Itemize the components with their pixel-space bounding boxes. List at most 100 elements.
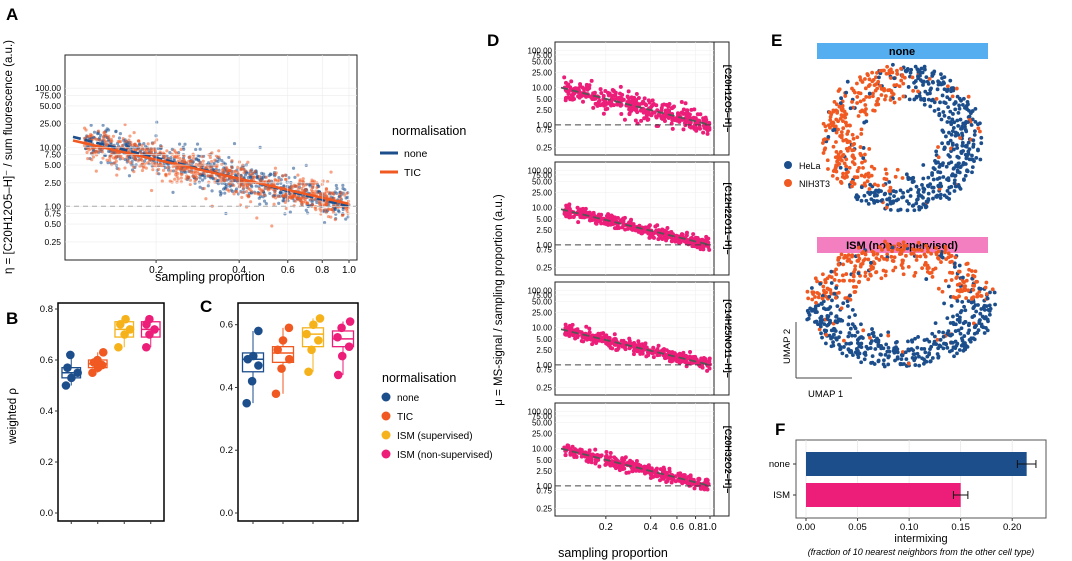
umap-point [845,140,850,145]
umap-point [926,249,930,254]
umap-point [879,276,884,281]
a-point [119,154,123,158]
d-point [647,235,652,240]
panel-a-legend-title: normalisation [392,124,466,138]
umap-point [850,153,855,158]
a-point [339,191,343,195]
umap-point [938,192,943,197]
umap-point [963,125,967,129]
d-point [619,102,624,107]
umap-point [864,95,869,99]
legend-bc-ism-nonsup-label: ISM (non-supervised) [397,450,493,461]
umap-point [966,323,971,328]
umap-point [850,184,854,189]
umap-point [848,123,852,128]
umap-point [824,332,829,337]
umap-point [872,182,877,187]
d-y-tick-label: 0.75 [536,487,552,496]
d-facet-strip [713,161,730,276]
legend-bc-none-swatch [381,392,391,402]
d-point [631,352,636,357]
a-point [114,159,118,163]
umap-point [841,126,846,131]
umap-point [938,170,943,175]
umap-point [878,68,883,73]
a-point [324,189,328,193]
d-point [647,112,652,117]
umap-point [945,84,950,89]
umap-point [847,257,851,262]
d-point [660,237,665,242]
umap-point [946,176,951,181]
d-point [589,460,594,465]
box-point [73,368,82,378]
umap-point [990,287,995,292]
umap-point [871,252,876,257]
umap-point [941,330,946,335]
d-point [707,366,712,371]
umap-point [813,310,818,315]
a-point [141,147,145,151]
d-facet-label: [C20H32O2–H]– [723,426,733,494]
a-point [188,178,193,182]
a-point [144,166,148,170]
d-point [592,338,597,343]
a-point [219,180,223,184]
d-point [625,226,630,231]
umap-point [821,141,825,145]
umap-point [821,306,826,311]
d-point [627,341,632,346]
umap-point [935,87,940,92]
umap-point [927,351,932,355]
a-point [253,191,257,196]
a-point [140,168,145,173]
a-point [329,191,333,196]
umap-point [865,179,870,184]
umap-point [894,340,898,345]
a-point [208,155,212,160]
umap-point [957,348,962,352]
d-point [634,101,639,106]
a-point [310,200,314,204]
a-point [132,165,136,169]
a-point [335,186,339,191]
d-point [680,111,685,116]
d-point [597,454,602,459]
umap-point [810,290,815,295]
umap-point [813,306,818,311]
d-point [705,368,710,373]
umap-point [940,141,944,146]
umap-point [874,270,878,275]
umap-point [970,170,974,175]
umap-point [836,262,841,266]
a-point [150,161,155,165]
a-point [140,162,145,166]
umap-point [945,89,949,94]
umap-point [844,164,848,169]
a-x-tick-label: 0.8 [315,265,329,276]
a-point [179,176,183,180]
umap-point [869,190,874,195]
umap-point [868,341,873,346]
a-y-tick-label: 5.00 [44,160,61,170]
umap-point [972,133,977,137]
umap-point [976,122,980,127]
a-point [180,172,184,176]
panel-c-boxes [241,314,355,408]
a-point [214,154,219,158]
umap-point [919,248,924,253]
umap-point [875,70,879,75]
a-point [99,133,103,137]
a-point [179,147,183,152]
umap-point [870,354,875,359]
umap-point [992,290,997,295]
a-point [291,166,296,170]
a-point [94,169,98,173]
a-point [273,188,277,193]
umap-point [928,104,933,109]
umap-point [965,153,970,158]
d-point [650,103,655,108]
a-point [175,174,179,179]
umap-point [897,96,902,101]
d-point [653,229,658,234]
